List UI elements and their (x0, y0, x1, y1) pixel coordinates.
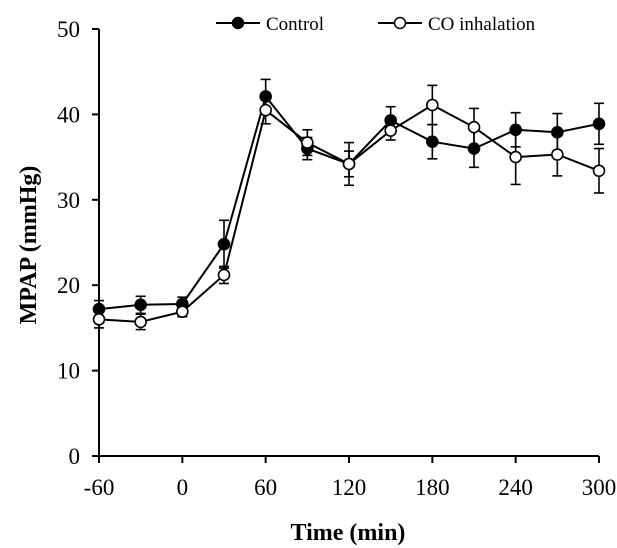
y-tick-label: 10 (57, 359, 80, 384)
legend-control-label: Control (266, 14, 324, 35)
x-tick-label: 300 (582, 475, 617, 500)
data-point (301, 136, 314, 149)
series-co-inhalation (92, 84, 606, 331)
x-axis-title: Time (min) (291, 520, 406, 546)
data-point (384, 124, 397, 137)
axes (98, 29, 599, 457)
data-point (342, 157, 356, 171)
y-tick-label: 30 (57, 188, 80, 213)
data-point (592, 117, 606, 131)
data-point (592, 164, 606, 178)
data-point (509, 150, 522, 164)
series-control (92, 78, 606, 319)
x-tick-label: -60 (84, 475, 115, 500)
data-point (92, 313, 106, 326)
x-tick-label: 0 (177, 475, 189, 500)
series-line (98, 94, 600, 311)
data-point (467, 120, 481, 134)
y-tick-label: 40 (57, 102, 80, 127)
data-point (134, 315, 147, 329)
x-tick-label: 240 (498, 475, 533, 500)
y-tick-label: 50 (57, 17, 80, 42)
data-point (426, 135, 439, 149)
y-tick-label: 0 (69, 444, 81, 469)
data-point (217, 268, 231, 282)
data-point (426, 98, 439, 112)
series-layer (92, 78, 606, 331)
data-point (551, 148, 564, 161)
y-axis-ticks: 0 10 20 30 40 50 (57, 17, 99, 469)
data-point (176, 305, 189, 318)
data-point (134, 298, 147, 312)
series-line (98, 103, 600, 323)
y-axis-title: MPAP (mmHg) (16, 166, 42, 325)
x-tick-label: 60 (254, 475, 277, 500)
data-point (259, 103, 272, 117)
x-axis-ticks: -60 0 60 120 180 240 300 (84, 456, 617, 500)
x-tick-label: 180 (415, 475, 450, 500)
x-tick-label: 120 (332, 475, 367, 500)
legend: Control CO inhalation (216, 14, 536, 35)
legend-co-label: CO inhalation (428, 14, 536, 35)
y-tick-label: 20 (57, 273, 80, 298)
data-point (217, 237, 231, 251)
legend-control-marker (231, 16, 245, 30)
legend-co-marker (393, 16, 407, 30)
